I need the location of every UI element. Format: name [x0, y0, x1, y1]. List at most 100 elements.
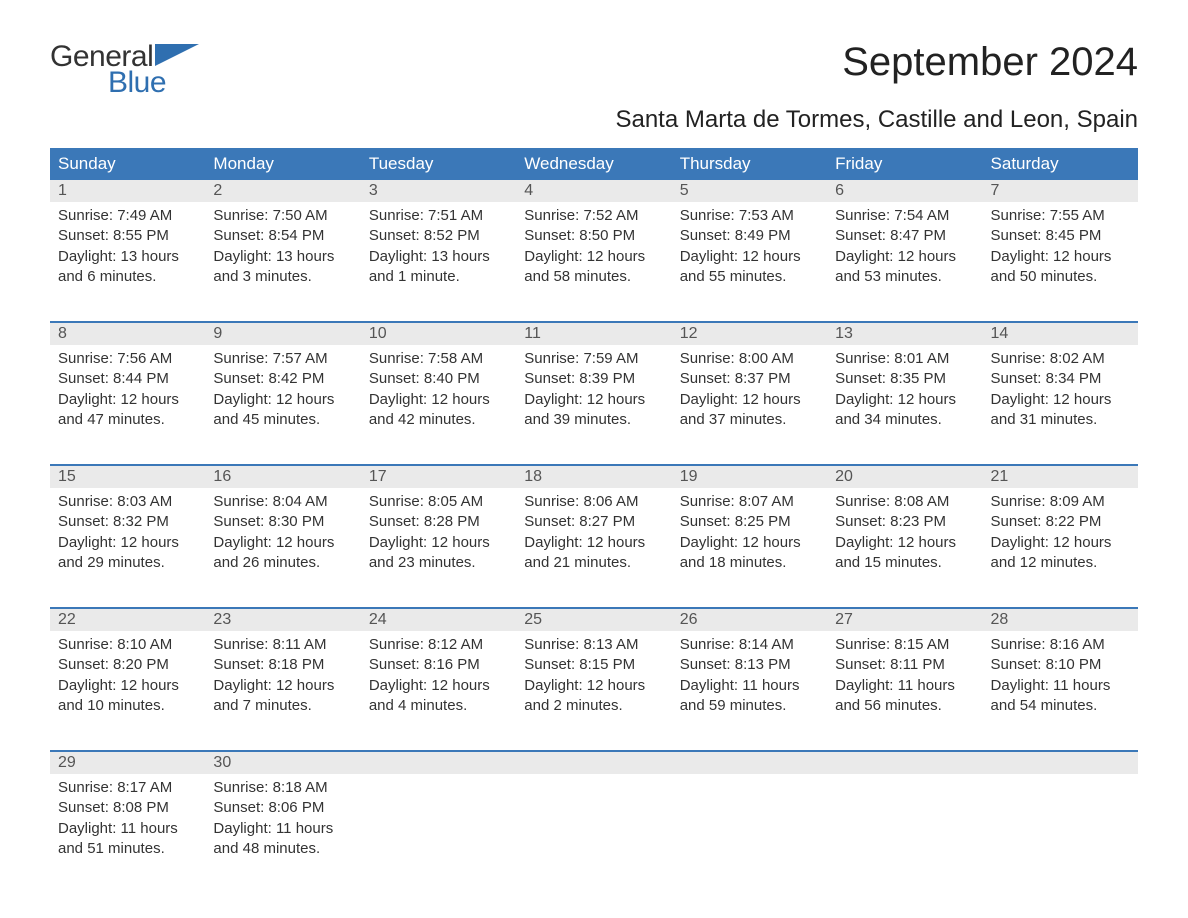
sunrise-text: Sunrise: 7:49 AM [58, 206, 197, 226]
daylight-text-2: and 34 minutes. [835, 410, 974, 430]
day-detail-cell: Sunrise: 8:18 AMSunset: 8:06 PMDaylight:… [205, 774, 360, 871]
day-detail-cell: Sunrise: 7:58 AMSunset: 8:40 PMDaylight:… [361, 345, 516, 465]
daylight-text-1: Daylight: 12 hours [835, 390, 974, 410]
daylight-text-2: and 45 minutes. [213, 410, 352, 430]
day-detail-cell: Sunrise: 8:11 AMSunset: 8:18 PMDaylight:… [205, 631, 360, 751]
day-detail-cell [827, 774, 982, 871]
daylight-text-1: Daylight: 12 hours [58, 390, 197, 410]
location-label: Santa Marta de Tormes, Castille and Leon… [50, 106, 1138, 134]
day-number-cell: 5 [672, 180, 827, 202]
sunrise-text: Sunrise: 8:14 AM [680, 635, 819, 655]
sunrise-text: Sunrise: 8:17 AM [58, 778, 197, 798]
day-detail-cell [361, 774, 516, 871]
sunset-text: Sunset: 8:44 PM [58, 369, 197, 389]
day-detail-cell: Sunrise: 8:16 AMSunset: 8:10 PMDaylight:… [983, 631, 1138, 751]
daylight-text-1: Daylight: 12 hours [213, 390, 352, 410]
logo-word-blue: Blue [108, 66, 199, 100]
day-number-row: 1234567 [50, 180, 1138, 202]
daylight-text-2: and 39 minutes. [524, 410, 663, 430]
daylight-text-1: Daylight: 12 hours [524, 676, 663, 696]
daylight-text-2: and 55 minutes. [680, 267, 819, 287]
sunrise-text: Sunrise: 8:13 AM [524, 635, 663, 655]
day-number-cell: 29 [50, 752, 205, 774]
day-detail-cell: Sunrise: 8:03 AMSunset: 8:32 PMDaylight:… [50, 488, 205, 608]
daylight-text-1: Daylight: 12 hours [524, 533, 663, 553]
sunset-text: Sunset: 8:35 PM [835, 369, 974, 389]
daylight-text-2: and 37 minutes. [680, 410, 819, 430]
daylight-text-1: Daylight: 12 hours [680, 390, 819, 410]
daylight-text-1: Daylight: 12 hours [680, 533, 819, 553]
sunrise-text: Sunrise: 8:05 AM [369, 492, 508, 512]
day-detail-cell [516, 774, 671, 871]
day-detail-row: Sunrise: 8:10 AMSunset: 8:20 PMDaylight:… [50, 631, 1138, 751]
daylight-text-1: Daylight: 12 hours [991, 390, 1130, 410]
daylight-text-1: Daylight: 11 hours [991, 676, 1130, 696]
daylight-text-1: Daylight: 12 hours [369, 533, 508, 553]
daylight-text-2: and 4 minutes. [369, 696, 508, 716]
daylight-text-2: and 51 minutes. [58, 839, 197, 859]
col-header: Sunday [50, 148, 205, 180]
day-detail-cell: Sunrise: 8:05 AMSunset: 8:28 PMDaylight:… [361, 488, 516, 608]
day-number-cell: 20 [827, 466, 982, 488]
header-row: Sunday Monday Tuesday Wednesday Thursday… [50, 148, 1138, 180]
day-number-cell: 25 [516, 609, 671, 631]
sunrise-text: Sunrise: 8:08 AM [835, 492, 974, 512]
daylight-text-2: and 15 minutes. [835, 553, 974, 573]
calendar-table: Sunday Monday Tuesday Wednesday Thursday… [50, 148, 1138, 871]
sunset-text: Sunset: 8:20 PM [58, 655, 197, 675]
day-number-cell [516, 752, 671, 774]
day-number-cell: 4 [516, 180, 671, 202]
sunset-text: Sunset: 8:47 PM [835, 226, 974, 246]
day-detail-cell: Sunrise: 7:53 AMSunset: 8:49 PMDaylight:… [672, 202, 827, 322]
sunset-text: Sunset: 8:49 PM [680, 226, 819, 246]
sunset-text: Sunset: 8:34 PM [991, 369, 1130, 389]
sunset-text: Sunset: 8:42 PM [213, 369, 352, 389]
daylight-text-2: and 6 minutes. [58, 267, 197, 287]
logo: General Blue [50, 40, 199, 100]
day-detail-cell: Sunrise: 8:13 AMSunset: 8:15 PMDaylight:… [516, 631, 671, 751]
day-number-cell: 14 [983, 323, 1138, 345]
sunrise-text: Sunrise: 8:18 AM [213, 778, 352, 798]
day-detail-cell: Sunrise: 7:59 AMSunset: 8:39 PMDaylight:… [516, 345, 671, 465]
daylight-text-2: and 1 minute. [369, 267, 508, 287]
day-number-cell: 1 [50, 180, 205, 202]
daylight-text-1: Daylight: 12 hours [835, 533, 974, 553]
sunrise-text: Sunrise: 8:11 AM [213, 635, 352, 655]
daylight-text-1: Daylight: 11 hours [213, 819, 352, 839]
day-detail-row: Sunrise: 8:17 AMSunset: 8:08 PMDaylight:… [50, 774, 1138, 871]
sunrise-text: Sunrise: 7:51 AM [369, 206, 508, 226]
day-number-cell: 16 [205, 466, 360, 488]
day-number-cell: 18 [516, 466, 671, 488]
day-detail-cell: Sunrise: 7:51 AMSunset: 8:52 PMDaylight:… [361, 202, 516, 322]
day-number-cell: 26 [672, 609, 827, 631]
daylight-text-1: Daylight: 13 hours [369, 247, 508, 267]
day-number-cell [827, 752, 982, 774]
col-header: Monday [205, 148, 360, 180]
sunrise-text: Sunrise: 8:02 AM [991, 349, 1130, 369]
daylight-text-2: and 18 minutes. [680, 553, 819, 573]
day-number-cell: 21 [983, 466, 1138, 488]
day-detail-cell: Sunrise: 7:50 AMSunset: 8:54 PMDaylight:… [205, 202, 360, 322]
daylight-text-1: Daylight: 12 hours [524, 390, 663, 410]
day-number-cell [361, 752, 516, 774]
daylight-text-2: and 56 minutes. [835, 696, 974, 716]
sunset-text: Sunset: 8:22 PM [991, 512, 1130, 532]
sunset-text: Sunset: 8:50 PM [524, 226, 663, 246]
sunset-text: Sunset: 8:08 PM [58, 798, 197, 818]
sunrise-text: Sunrise: 8:00 AM [680, 349, 819, 369]
sunset-text: Sunset: 8:32 PM [58, 512, 197, 532]
sunrise-text: Sunrise: 7:59 AM [524, 349, 663, 369]
day-detail-cell [983, 774, 1138, 871]
daylight-text-1: Daylight: 11 hours [58, 819, 197, 839]
day-detail-cell: Sunrise: 8:14 AMSunset: 8:13 PMDaylight:… [672, 631, 827, 751]
daylight-text-1: Daylight: 12 hours [991, 247, 1130, 267]
sunrise-text: Sunrise: 7:54 AM [835, 206, 974, 226]
daylight-text-1: Daylight: 12 hours [213, 676, 352, 696]
day-number-cell: 3 [361, 180, 516, 202]
daylight-text-2: and 58 minutes. [524, 267, 663, 287]
sunrise-text: Sunrise: 8:06 AM [524, 492, 663, 512]
day-detail-cell: Sunrise: 7:56 AMSunset: 8:44 PMDaylight:… [50, 345, 205, 465]
sunset-text: Sunset: 8:23 PM [835, 512, 974, 532]
day-detail-cell: Sunrise: 8:02 AMSunset: 8:34 PMDaylight:… [983, 345, 1138, 465]
day-detail-cell: Sunrise: 8:09 AMSunset: 8:22 PMDaylight:… [983, 488, 1138, 608]
